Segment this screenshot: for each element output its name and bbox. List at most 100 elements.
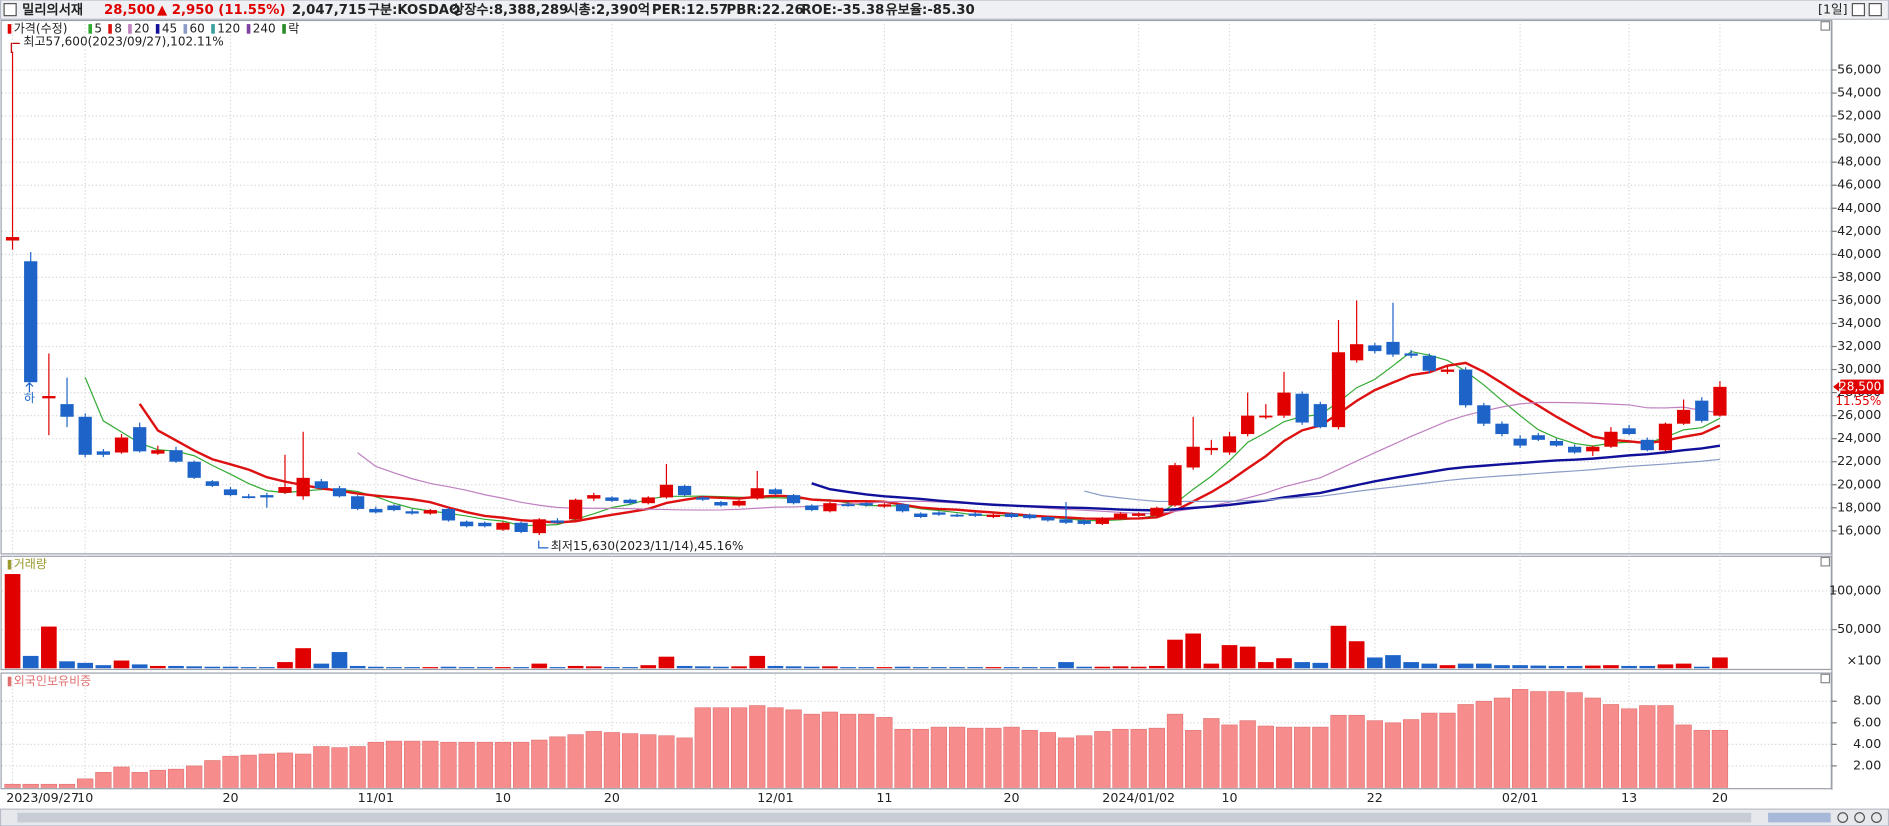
candle-body <box>568 499 583 520</box>
bar <box>1094 666 1111 669</box>
bar <box>77 662 94 669</box>
bar <box>41 626 57 669</box>
checkbox[interactable] <box>3 3 17 17</box>
candle-body <box>1295 393 1309 423</box>
y-tick-label: 26,000 <box>1837 407 1881 422</box>
candle-body <box>278 487 292 493</box>
bar <box>1384 722 1402 788</box>
bar <box>531 663 548 669</box>
bar <box>1112 728 1129 788</box>
candle-body <box>1567 446 1582 453</box>
candle-body <box>1549 440 1564 446</box>
bar <box>22 655 39 669</box>
candle-body <box>1495 423 1509 435</box>
candle-body <box>460 521 474 527</box>
x-tick-label: 20 <box>1712 790 1728 805</box>
high-arrow <box>10 42 20 53</box>
bar <box>4 574 21 669</box>
limit-note: 하 <box>24 391 35 405</box>
low-note: 최저15,630(2023/11/14),45.16% <box>551 539 744 553</box>
bar <box>749 655 766 669</box>
bar <box>1494 665 1510 669</box>
bar <box>1639 705 1656 788</box>
candle-body <box>1150 507 1164 516</box>
volume-unit: ×100 <box>1847 653 1882 668</box>
bar <box>440 666 457 669</box>
bar <box>367 666 384 669</box>
bar <box>603 732 621 788</box>
candle-body <box>895 504 910 512</box>
window-button[interactable] <box>1851 3 1866 17</box>
y-tick-label: 24,000 <box>1837 430 1881 445</box>
bar <box>58 783 76 788</box>
bar <box>1312 726 1329 788</box>
candle-body <box>532 519 546 534</box>
candle-body <box>877 504 892 507</box>
candle-body <box>423 510 437 514</box>
legend-swatch <box>183 24 188 34</box>
zoom-reset[interactable] <box>1871 812 1882 823</box>
bar <box>331 747 348 788</box>
bar <box>313 746 330 788</box>
candle-body <box>1368 345 1382 352</box>
x-tick-label: 20 <box>222 790 238 805</box>
candle-body <box>133 427 147 452</box>
candle-body <box>478 522 492 527</box>
candle-body <box>968 513 982 516</box>
bar <box>494 741 512 788</box>
candle-body <box>677 485 692 496</box>
moving-average-line <box>138 361 1721 524</box>
zoom-in[interactable] <box>1854 812 1866 823</box>
legend-swatch <box>211 24 215 34</box>
bar <box>948 726 966 788</box>
y-tick-label: 42,000 <box>1837 223 1881 238</box>
candle-body <box>5 237 20 241</box>
panel-button[interactable] <box>1820 673 1831 684</box>
bar <box>985 667 1002 669</box>
candle-body <box>260 495 274 498</box>
bar <box>930 726 948 788</box>
y-tick-label: 50,000 <box>1837 621 1881 636</box>
bar <box>150 665 166 669</box>
candle-body <box>169 450 183 462</box>
zoom-out[interactable] <box>1837 812 1849 823</box>
candle-body <box>732 500 746 506</box>
bar <box>931 667 947 669</box>
y-tick-label: 8.00 <box>1853 693 1881 708</box>
high-note: 최고57,600(2023/09/27),102.11% <box>23 35 223 49</box>
scroll-thumb[interactable] <box>17 812 1752 823</box>
legend-swatch <box>7 559 12 570</box>
bar <box>1130 728 1147 788</box>
panel-button[interactable] <box>1820 21 1831 31</box>
y-tick-label: 32,000 <box>1837 338 1881 353</box>
period-button[interactable]: [1일] <box>1818 2 1848 17</box>
close-button[interactable] <box>1868 3 1882 17</box>
candle-body <box>786 495 801 504</box>
x-tick-label: 20 <box>604 790 620 805</box>
bar <box>1602 704 1620 788</box>
legend-label: 8 <box>114 21 122 35</box>
candle-body <box>1404 353 1418 356</box>
candle-body <box>1331 352 1346 428</box>
bar <box>1421 712 1438 788</box>
candle-body <box>1204 447 1218 451</box>
candle-body <box>1695 400 1709 421</box>
bar <box>1712 657 1728 669</box>
candle-body <box>950 514 964 517</box>
bar <box>1203 663 1220 669</box>
bar <box>1057 737 1075 788</box>
zoom-slider[interactable] <box>1768 812 1831 823</box>
bar <box>367 741 384 788</box>
candle-body <box>1477 405 1491 424</box>
bar <box>1584 697 1601 788</box>
bar <box>658 656 675 669</box>
panel-button[interactable] <box>1820 556 1831 567</box>
candle-body <box>1113 513 1128 519</box>
bar <box>1221 724 1238 788</box>
limit-arrow <box>25 382 34 393</box>
y-tick-label: 38,000 <box>1837 269 1881 284</box>
bar <box>113 660 130 669</box>
bar <box>1693 730 1710 788</box>
bar <box>839 713 857 788</box>
